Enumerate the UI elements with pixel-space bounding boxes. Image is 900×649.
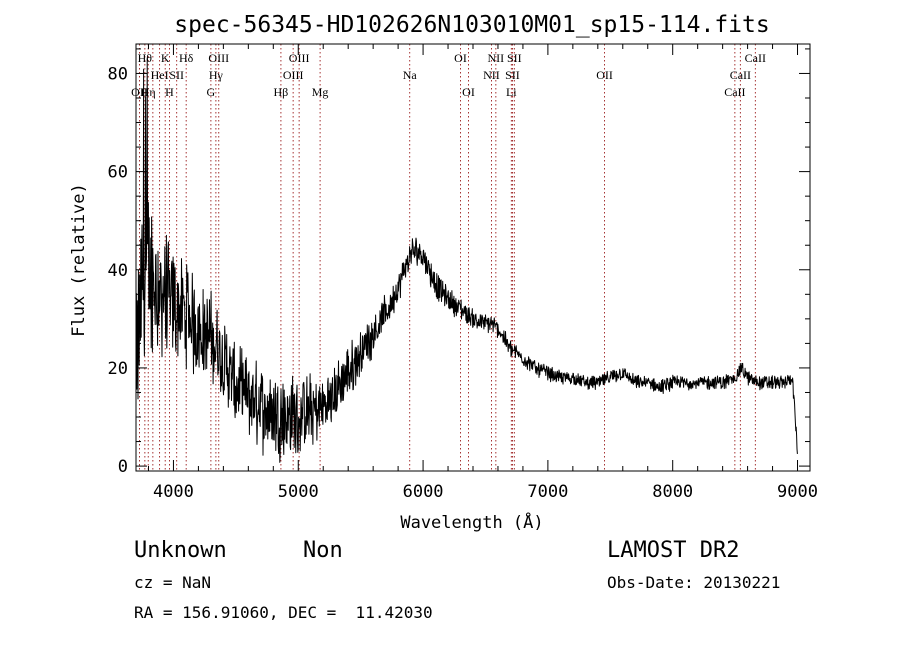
- y-tick-label: 60: [108, 163, 128, 183]
- line-marker-label: SII: [507, 51, 522, 65]
- x-tick-label: 7000: [527, 482, 568, 502]
- line-marker-label: CaII: [730, 68, 751, 82]
- line-marker-label: OI: [462, 85, 475, 99]
- x-tick-label: 4000: [153, 482, 194, 502]
- line-marker-label: Hδ: [179, 51, 194, 65]
- line-marker-label: H: [165, 85, 174, 99]
- redshift-cz: cz = NaN: [134, 573, 212, 592]
- line-marker-label: OI: [454, 51, 467, 65]
- line-marker-label: NII: [483, 68, 500, 82]
- line-marker-label: G: [207, 85, 216, 99]
- spectral-subclass: Non: [303, 538, 343, 563]
- x-tick-label: 9000: [777, 482, 818, 502]
- line-marker-label: Li: [506, 85, 517, 99]
- line-marker-label: Hβ: [274, 85, 289, 99]
- line-marker-label: Na: [403, 68, 418, 82]
- line-marker-label: NII: [488, 51, 505, 65]
- obs-date: Obs-Date: 20130221: [607, 573, 781, 592]
- spectrum-line: [135, 58, 798, 463]
- x-tick-label: 5000: [278, 482, 319, 502]
- y-tick-label: 0: [118, 457, 128, 477]
- x-tick-label: 6000: [403, 482, 444, 502]
- x-tick-label: 8000: [652, 482, 693, 502]
- line-marker-label: OIII: [208, 51, 229, 65]
- y-tick-label: 20: [108, 359, 128, 379]
- y-tick-label: 80: [108, 64, 128, 84]
- line-marker-label: SII: [505, 68, 520, 82]
- line-marker-label: Mg: [312, 85, 329, 99]
- axes: 4000 5000 6000 7000 8000 9000 0 20 40 60 80: [108, 44, 818, 502]
- line-marker-label: Hθ: [138, 51, 153, 65]
- line-marker-labels: OII Hθ Hη HeI K H SII Hδ G Hγ OIII Hβ OIII OIII Mg Na OI…: [131, 51, 766, 99]
- line-marker-label: OII: [596, 68, 613, 82]
- line-marker-label: SII: [169, 68, 184, 82]
- plot-frame: [135, 43, 811, 472]
- line-marker-label: Hγ: [209, 68, 224, 82]
- line-marker-label: OIII: [283, 68, 304, 82]
- line-marker-label: Hη: [141, 85, 156, 99]
- line-marker-label: K: [161, 51, 170, 65]
- line-marker-label: HeI: [151, 68, 169, 82]
- line-markers: [139, 44, 756, 471]
- x-axis-label: Wavelength (Å): [400, 511, 543, 533]
- line-marker-label: OIII: [289, 51, 310, 65]
- line-marker-label: CaII: [745, 51, 766, 65]
- spectral-class: Unknown: [134, 538, 227, 563]
- survey-name: LAMOST DR2: [607, 538, 740, 563]
- y-tick-label: 40: [108, 261, 128, 281]
- y-axis-label: Flux (relative): [69, 183, 89, 337]
- coordinates: RA = 156.91060, DEC = 11.42030: [134, 603, 433, 622]
- line-marker-label: CaII: [724, 85, 745, 99]
- chart-title: spec-56345-HD102626N103010M01_sp15-114.f…: [174, 12, 769, 38]
